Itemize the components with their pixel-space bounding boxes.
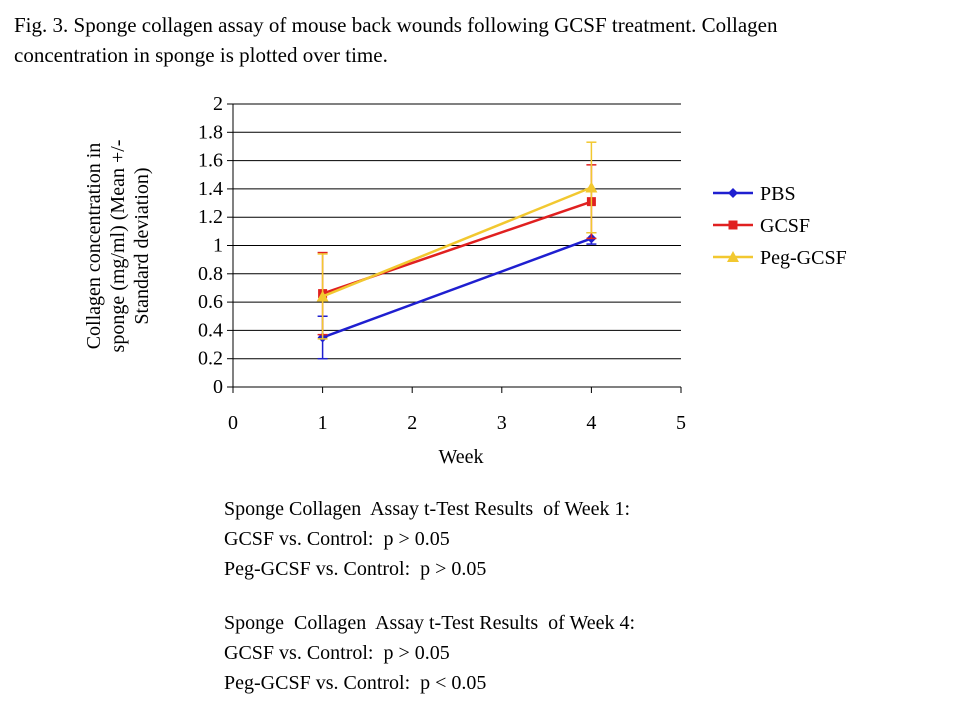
peg-gcsf-point-1 (585, 181, 598, 193)
y-tick-label-9: 1.8 (198, 121, 223, 143)
week1-peg-gcsf-result: Peg-GCSF vs. Control: p > 0.05 (224, 558, 487, 580)
y-axis-label-line-2: sponge (mg/ml) (Mean +/- (107, 140, 129, 353)
y-axis-label-line-1: Collagen concentration in (83, 143, 105, 350)
legend-peg-gcsf-swatch-marker (727, 251, 739, 262)
collagen-line-chart: 0 0.2 0.4 0.6 0.8 1 1.2 1.4 1.6 1.8 2 0 1 2 3 4 5 Week Col… (83, 93, 847, 468)
peg-gcsf-point-0 (316, 290, 329, 302)
figure-caption: Fig. 3. Sponge collagen assay of mouse b… (14, 10, 944, 70)
x-tick-label-3: 3 (497, 412, 507, 434)
caption-line-2: concentration in sponge is plotted over … (14, 43, 388, 67)
x-tick-label-0: 0 (228, 412, 238, 434)
caption-line-1: Fig. 3. Sponge collagen assay of mouse b… (14, 13, 778, 37)
week4-gcsf-result: GCSF vs. Control: p > 0.05 (224, 642, 450, 664)
y-axis-label: Collagen concentration in sponge (mg/ml) … (83, 140, 153, 353)
y-tick-label-10: 2 (213, 93, 223, 115)
week4-peg-gcsf-result: Peg-GCSF vs. Control: p < 0.05 (224, 672, 487, 694)
week1-heading: Sponge Collagen Assay t-Test Results of … (224, 498, 631, 520)
legend-gcsf-swatch-marker (728, 220, 738, 230)
y-tick-label-0: 0 (213, 376, 223, 398)
legend-pbs-swatch-marker (728, 188, 738, 198)
y-axis-label-line-3: Standard deviation) (131, 167, 153, 324)
peg-gcsf-series-line (322, 186, 592, 298)
y-tick-label-4: 0.8 (198, 263, 223, 285)
y-tick-label-6: 1.2 (198, 206, 223, 228)
legend-pbs-label: PBS (760, 183, 796, 205)
x-tick-label-2: 2 (407, 412, 417, 434)
week4-heading: Sponge Collagen Assay t-Test Results of … (224, 612, 636, 634)
x-tick-label-4: 4 (586, 412, 596, 434)
t-test-results: Sponge Collagen Assay t-Test Results of … (224, 494, 635, 698)
x-tick-label-5: 5 (676, 412, 686, 434)
y-tick-label-5: 1 (213, 235, 223, 257)
legend-gcsf-label: GCSF (760, 215, 810, 237)
y-tick-label-1: 0.2 (198, 348, 223, 370)
legend-peg-gcsf-label: Peg-GCSF (760, 247, 847, 269)
x-tick-label-1: 1 (318, 412, 328, 434)
y-tick-label-3: 0.6 (198, 291, 223, 313)
y-tick-label-7: 1.4 (198, 178, 223, 200)
x-axis-label: Week (438, 446, 483, 468)
y-tick-label-8: 1.6 (198, 150, 223, 172)
pbs-series-line (322, 237, 592, 339)
week1-gcsf-result: GCSF vs. Control: p > 0.05 (224, 528, 450, 550)
y-tick-label-2: 0.4 (198, 319, 223, 341)
